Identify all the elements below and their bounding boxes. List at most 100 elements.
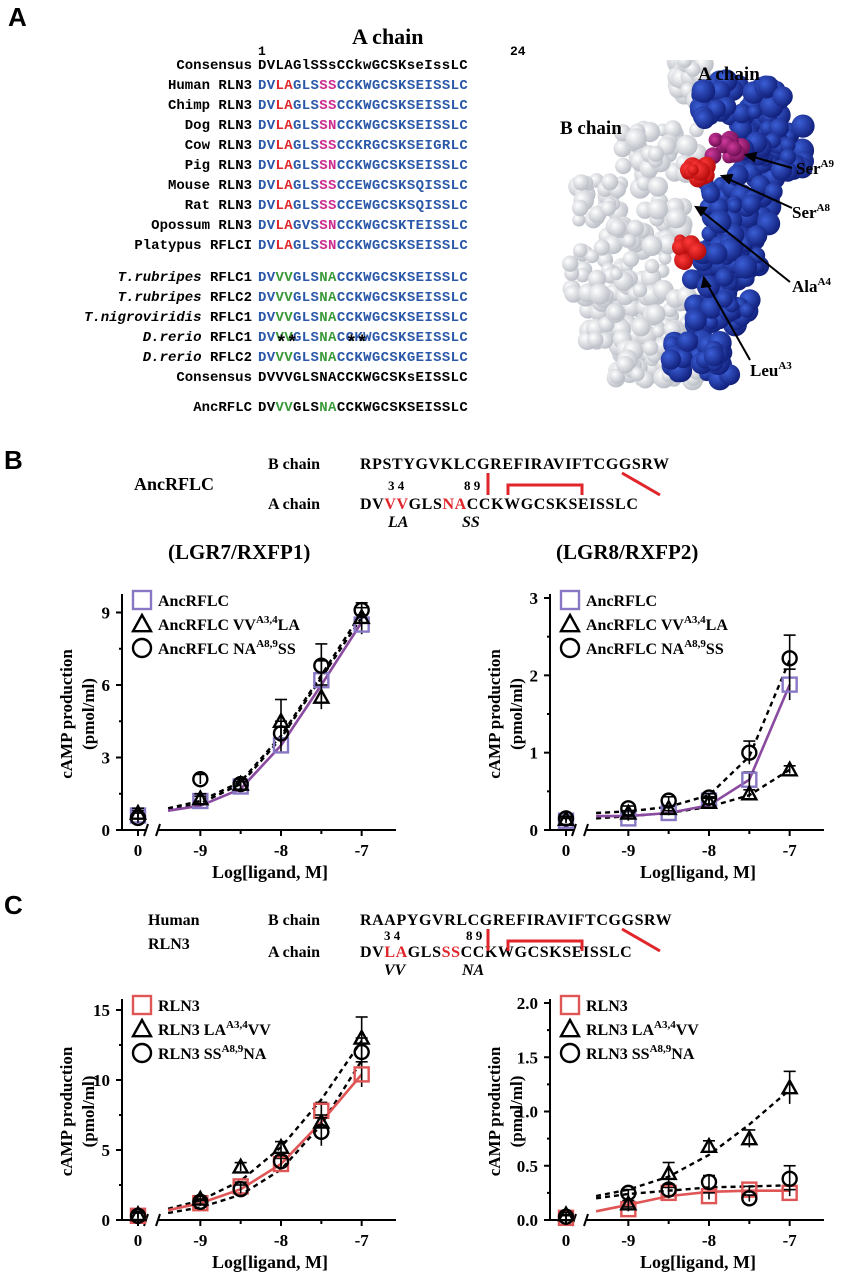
legend-marker-circle [131, 637, 153, 659]
data-point-circle [620, 800, 637, 817]
data-point-triangle [619, 803, 638, 820]
seq-segment: GLS [293, 310, 320, 326]
data-point-triangle [271, 1137, 291, 1155]
y-tick-label: 1.5 [517, 1048, 538, 1067]
seq-segment: LA [275, 118, 294, 134]
x-axis-label: Log[ligand, M] [640, 862, 756, 882]
alignment-row-sequence: DVLAGlSSsCCkwGCSKseIssLC [258, 58, 468, 74]
y-axis-label: cAMP production [57, 1046, 76, 1176]
atom-sphere [715, 268, 734, 287]
anc-rflc-label: AncRFLC [193, 400, 252, 416]
y-tick-label: 10 [93, 1071, 110, 1090]
panel-c-sub1: VV [384, 962, 406, 979]
alignment-row-label: Rat RLN3 [184, 198, 252, 214]
data-point-triangle [699, 1136, 719, 1154]
ala-a4-label: AlaA4 [792, 276, 831, 296]
struct-b-chain-label: B chain [560, 118, 622, 139]
axis-break-mark [583, 823, 589, 837]
atom-sphere [608, 219, 627, 237]
atom-sphere [726, 141, 742, 157]
data-point-triangle [231, 774, 250, 791]
atom-sphere [747, 104, 762, 119]
y-tick-label: 5 [102, 1141, 111, 1160]
alignment-row-sequence: DVLAGLSSSCCKWGCSKSEISSLC [258, 98, 468, 114]
panel-b-a-chain-seq: DVVVGLSNACCKWGCSKSEISSLC [360, 496, 639, 513]
seq-segment: DV [258, 78, 276, 94]
alignment-row-label: Chimp RLN3 [167, 98, 252, 114]
seq-segment: SS [319, 198, 337, 214]
atom-sphere [764, 182, 783, 201]
x-tick-label: -9 [621, 1231, 635, 1250]
seq-segment: VV [275, 330, 294, 346]
x-tick-label: 0 [134, 1231, 143, 1250]
seq-segment: CCEWGCSKSQISSLC [336, 178, 469, 194]
seq-segment: LA [275, 78, 294, 94]
legend-marker-circle [559, 637, 581, 659]
seq-segment: DVVVGLSNACCKWGCSKsEISSLC [258, 370, 469, 386]
panel-c-a-chain-seq: DVLAGLSSSCCKWGCSKSEISSLC [360, 944, 633, 961]
chart-title-rxfp2: (LGR8/RXFP2) [556, 540, 699, 564]
seq-segment: VV [275, 350, 294, 366]
y-tick-label: 0.0 [517, 1211, 538, 1230]
panel-c-pos89: 8 9 [466, 928, 483, 943]
alignment-row-label: D.rerio RFLC2 [142, 350, 252, 366]
atom-sphere [641, 235, 663, 256]
data-point-circle [660, 792, 677, 809]
data-point-triangle [699, 792, 719, 809]
seq-segment: LA [275, 218, 294, 234]
seq-segment: CCKWGCSKSEISSLC [336, 98, 469, 114]
panel-c-pos34: 3 4 [384, 928, 401, 943]
alignment-row-sequence: DVVVGLSNACCKWGCSKGEISSLC [258, 350, 468, 366]
data-point-circle [741, 1190, 758, 1207]
seq-segment: SS [319, 78, 337, 94]
seq-segment: NA [319, 330, 337, 346]
atom-sphere [571, 199, 589, 217]
seq-segment: SN [319, 218, 337, 234]
chart-rxfp2-rln3: 0.0 0.5 1.0 1.5 2.0 0 -9 -8 -7 Log[ligand, M] cAMP… [485, 994, 824, 1272]
atom-sphere [615, 157, 632, 175]
atom-sphere [707, 210, 732, 234]
y-tick-label: 0 [530, 821, 539, 840]
seq-segment: CCKWGCSKSEISSLC [336, 270, 469, 286]
data-point-circle [313, 657, 330, 674]
mutated-residues [672, 130, 751, 270]
x-axis-label: Log[ligand, M] [640, 1252, 756, 1272]
seq-segment: GLS [293, 290, 320, 306]
legend-label: AncRFLC VVA3,4LA [158, 614, 300, 634]
seq-segment: CCKWGCSKSEISSLC [336, 158, 469, 174]
legend-marker-circle [131, 1042, 153, 1064]
atom-sphere [564, 284, 583, 303]
legend-label: RLN3 LAA3,4VV [586, 1019, 699, 1039]
seq-segment: NA [319, 310, 337, 326]
alignment-row-label: Mouse RLN3 [167, 178, 252, 194]
atom-sphere [647, 145, 664, 162]
data-point-circle [353, 1043, 370, 1061]
legend-label: RLN3 SSA8,9NA [158, 1043, 267, 1063]
legend-label: AncRFLC NAA8,9SS [586, 638, 724, 658]
panel-c-disulfide-bonds [486, 927, 661, 953]
atom-sphere [666, 208, 687, 229]
atom-sphere [676, 134, 698, 157]
atom-sphere [703, 346, 725, 367]
conserved-stars-1: ** [276, 334, 298, 354]
alignment-row-label: T.rubripes RFLC2 [117, 290, 252, 306]
alignment-row-label: Pig RLN3 [184, 158, 252, 174]
axis-break-mark [583, 1213, 589, 1227]
seq-segment: SN [319, 118, 337, 134]
x-tick-label: -8 [702, 1231, 716, 1250]
fit-curve-solid [596, 684, 791, 818]
seq-segment: DV [258, 118, 276, 134]
seq-segment: VV [275, 290, 294, 306]
alignment-row-sequence: DVLAGLSSNCCKWGCSKSEISSLC [258, 158, 468, 174]
alignment-row-sequence: DVLAGLSSNCCKWGCSKSEISSLC [258, 118, 468, 134]
legend-marker-square [559, 589, 581, 611]
atom-sphere [616, 355, 634, 374]
atom-sphere [625, 128, 647, 150]
seq-segment: DV [258, 98, 276, 114]
seq-segment: VV [275, 400, 294, 416]
atom-sphere [572, 213, 586, 227]
atom-sphere [727, 198, 742, 213]
atom-sphere [685, 309, 707, 331]
alignment-row-label: Consensus [176, 370, 252, 386]
panel-b-sub1: LA [388, 514, 409, 531]
